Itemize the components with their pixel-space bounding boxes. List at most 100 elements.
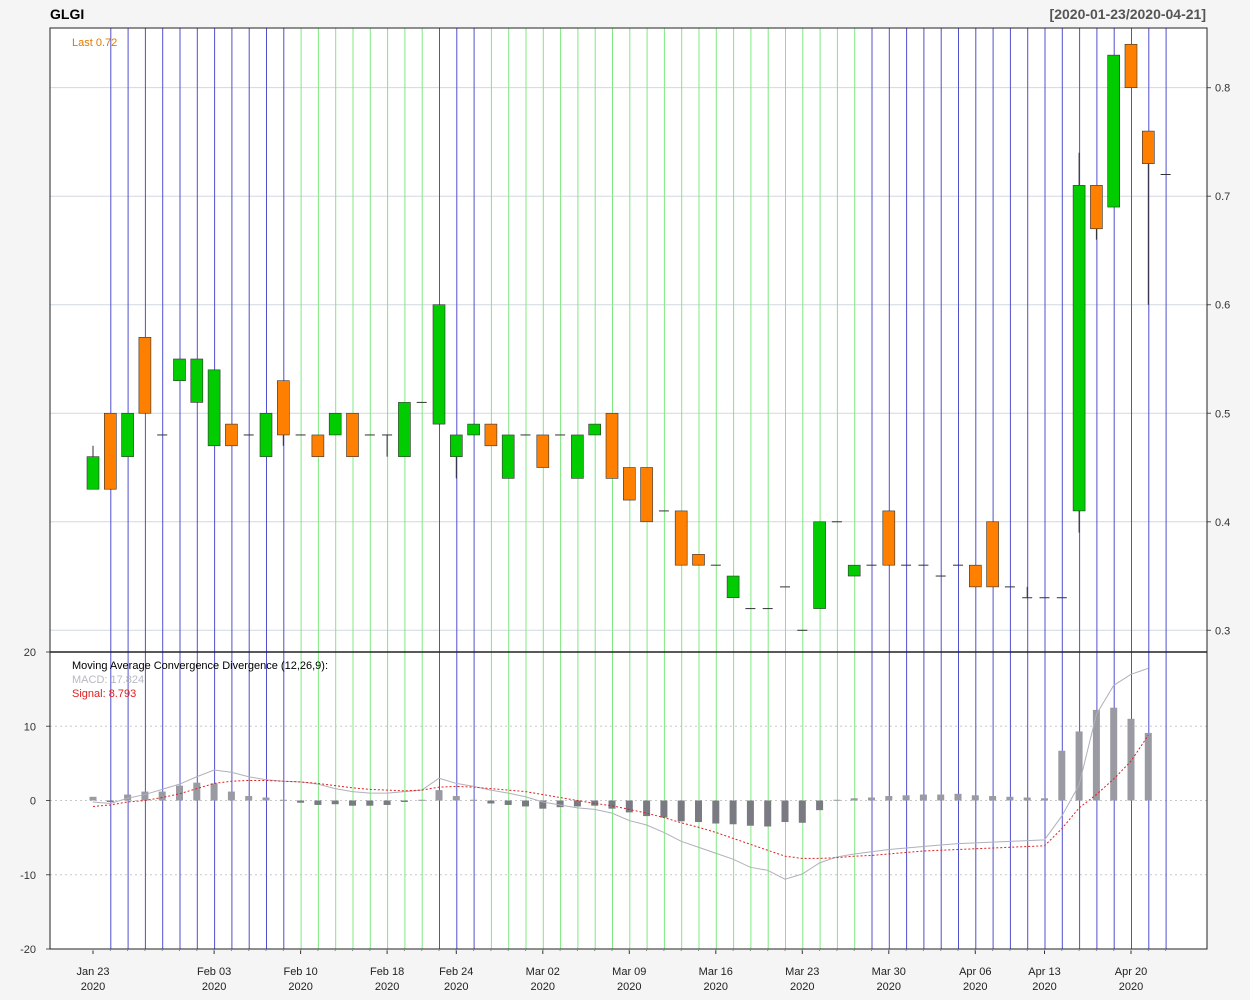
macd-histogram-bar <box>504 800 512 805</box>
x-tick-year: 2020 <box>288 981 312 993</box>
candle-body <box>259 412 273 457</box>
macd-histogram-bar <box>1092 709 1100 801</box>
price-tick-label: 0.8 <box>1215 83 1230 95</box>
candle-body <box>986 521 999 588</box>
macd-histogram-bar <box>660 800 668 818</box>
candle-body <box>207 369 221 447</box>
macd-histogram-bar <box>210 783 218 801</box>
macd-histogram-bar <box>539 800 547 809</box>
macd-histogram-bar <box>937 794 945 801</box>
candle-body <box>328 412 342 436</box>
x-tick-year: 2020 <box>617 981 641 993</box>
candle-body <box>640 467 653 523</box>
candle-body <box>138 336 152 414</box>
macd-histogram-bar <box>262 797 270 801</box>
macd-histogram-bar <box>141 791 149 801</box>
macd-layer <box>89 667 1152 880</box>
macd-histogram-bar <box>781 800 789 823</box>
candle-body <box>571 434 584 479</box>
macd-histogram-bar <box>1127 718 1135 801</box>
macd-histogram-bar <box>556 800 564 808</box>
candle-body <box>121 412 134 457</box>
candle-body <box>968 564 982 588</box>
macd-histogram-bar <box>522 800 529 807</box>
macd-tick-label: -20 <box>20 944 36 956</box>
candle-body <box>501 434 515 479</box>
candle-body <box>882 510 896 566</box>
macd-histogram-bar <box>1006 796 1014 801</box>
macd-line <box>92 667 1149 880</box>
macd-tick-label: -10 <box>20 870 36 882</box>
macd-histogram-bar <box>366 800 374 806</box>
macd-histogram-bar <box>106 800 114 802</box>
candle-body <box>1124 43 1138 88</box>
candle-body <box>1142 130 1155 164</box>
signal-line <box>92 734 1149 859</box>
x-tick-label: Feb 10 <box>283 966 317 978</box>
x-tick-year: 2020 <box>1119 981 1143 993</box>
price-tick-label: 0.7 <box>1215 191 1230 203</box>
x-tick-label: Mar 30 <box>872 966 906 978</box>
macd-value-label: MACD: 17.824 <box>72 674 144 686</box>
macd-histogram-bar <box>954 793 962 801</box>
macd-histogram-bar <box>746 800 754 826</box>
macd-histogram-bar <box>1058 750 1066 801</box>
macd-histogram-bar <box>487 800 495 804</box>
macd-histogram-bar <box>349 800 356 806</box>
candle-body <box>225 423 238 447</box>
candle-body <box>622 467 636 501</box>
macd-histogram-bar <box>435 790 443 801</box>
macd-histogram-bar <box>279 799 287 801</box>
macd-histogram-bar <box>452 796 460 801</box>
macd-histogram-bar <box>625 800 633 813</box>
x-tick-label: Apr 06 <box>959 966 991 978</box>
candle-body <box>311 434 325 457</box>
macd-histogram-bar <box>158 791 166 801</box>
x-tick-label: Mar 16 <box>699 966 733 978</box>
macd-histogram-bar <box>1110 707 1118 801</box>
candle-body <box>1107 54 1120 208</box>
macd-histogram-bar <box>124 794 132 801</box>
candles-layer <box>86 43 1171 631</box>
macd-histogram-bar <box>816 800 824 811</box>
x-tick-label: Feb 24 <box>439 966 473 978</box>
price-tick-label: 0.6 <box>1215 300 1230 312</box>
candle-body <box>536 434 550 468</box>
axis-layer: 0.3 0.4 0.5 0.6 0.7 0.8 -20 -10 0 10 20 Jan 23 2020 F… <box>20 27 1230 993</box>
candle-body <box>346 412 359 457</box>
candle-body <box>449 434 463 457</box>
macd-title: Moving Average Convergence Divergence (1… <box>72 660 328 672</box>
x-tick-year: 2020 <box>1032 981 1056 993</box>
candle-body <box>104 412 117 490</box>
candle-body <box>1072 185 1086 512</box>
macd-histogram-bar <box>297 800 305 803</box>
macd-histogram-bar <box>176 785 183 801</box>
macd-histogram-bar <box>331 800 339 805</box>
plot-frame <box>49 27 1208 950</box>
x-tick-label: Apr 20 <box>1115 966 1147 978</box>
price-tick-label: 0.5 <box>1215 408 1230 420</box>
candle-body <box>847 564 861 577</box>
macd-histogram-bar <box>764 800 772 827</box>
chart-title: GLGI <box>50 6 84 22</box>
x-tick-label: Apr 13 <box>1028 966 1060 978</box>
macd-histogram-bar <box>470 799 478 801</box>
candle-body <box>432 304 446 425</box>
candle-body <box>1090 185 1103 230</box>
macd-histogram-bar <box>608 800 616 809</box>
macd-histogram-bar <box>1023 797 1031 801</box>
price-tick-label: 0.3 <box>1215 625 1230 637</box>
macd-histogram-bar <box>729 800 737 825</box>
x-tick-year: 2020 <box>877 981 901 993</box>
macd-histogram-bar <box>1041 798 1048 801</box>
macd-histogram-bar <box>418 799 426 801</box>
macd-histogram-bar <box>643 800 651 817</box>
macd-histogram-bar <box>971 795 979 801</box>
x-tick-year: 2020 <box>202 981 226 993</box>
macd-histogram-bar <box>850 798 858 801</box>
candle-body <box>173 358 186 381</box>
date-range-label: [2020-01-23/2020-04-21] <box>1050 6 1206 22</box>
candle-body <box>674 510 688 566</box>
macd-histogram-bar <box>400 800 408 802</box>
candle-body <box>190 358 204 403</box>
